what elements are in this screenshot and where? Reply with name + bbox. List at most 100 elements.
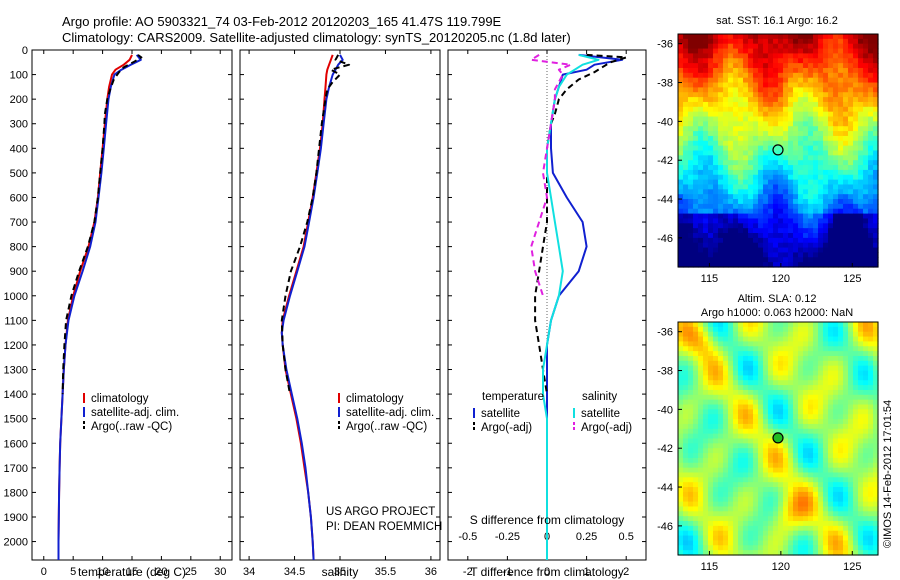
map1-cells-cell <box>703 179 709 186</box>
map1-cells-cell <box>838 237 844 244</box>
map1-cells-cell <box>703 111 709 118</box>
map2-cells-cell <box>718 331 724 338</box>
map2-cells-cell <box>713 322 719 328</box>
map1-cells-cell <box>803 53 809 59</box>
figure-title-line2: Climatology: CARS2009. Satellite-adjuste… <box>62 30 571 45</box>
map2-cells-cell <box>678 462 684 469</box>
map2-cells-cell <box>773 487 779 493</box>
map1-cells-cell <box>698 48 704 55</box>
map2-cells-cell <box>833 399 839 406</box>
map2-cells-cell <box>798 331 804 338</box>
map1-cells-cell <box>718 262 724 268</box>
map2-cells-cell <box>718 521 724 527</box>
map1-cells-cell <box>763 233 769 239</box>
map1-cells-cell <box>768 77 774 84</box>
map1-cells-cell <box>863 237 869 244</box>
map2-cells-cell <box>853 370 859 376</box>
map1-cells-cell <box>843 67 849 74</box>
map1-cells-cell <box>773 67 779 74</box>
map2-cells-cell <box>813 448 819 454</box>
map1-cells-cell <box>843 106 849 113</box>
map2-cells-cell <box>718 501 724 508</box>
map2-cells-cell <box>768 375 774 381</box>
map2-cells-cell <box>688 482 694 488</box>
map2-cells-cell <box>723 346 729 352</box>
map1-cells-cell <box>708 213 714 220</box>
map1-cells-cell <box>693 150 699 156</box>
map1-cells-cell <box>693 223 699 229</box>
map1-cells-cell <box>783 155 789 161</box>
map2-cells-cell <box>768 550 774 556</box>
map2-cells-cell <box>688 540 694 546</box>
map1-cells-cell <box>713 165 719 171</box>
map2-cells-cell <box>768 404 774 410</box>
map1-cells-cell <box>873 252 879 258</box>
map1-cells-cell <box>823 213 829 220</box>
map1-cells-cell <box>838 165 844 171</box>
map2-cells-cell <box>838 380 844 386</box>
map2-cells-cell <box>818 326 824 333</box>
map2-cells-cell <box>733 409 739 415</box>
map1-cells-cell <box>718 233 724 239</box>
map2-cells-cell <box>843 355 849 362</box>
map2-cells-cell <box>778 404 784 410</box>
map2-cells-cell <box>713 380 719 386</box>
map2-cells-cell <box>718 545 724 551</box>
map1-cells-cell <box>843 257 849 263</box>
map1-cells-cell <box>703 87 709 93</box>
map1-cells-cell <box>768 242 774 249</box>
map2-cells-cell <box>768 409 774 415</box>
map1-cells-cell <box>838 150 844 156</box>
map2-cells-cell <box>743 355 749 362</box>
map1-cells-cell <box>868 262 874 268</box>
map1-cells-cell <box>778 77 784 84</box>
map2-cells-cell <box>728 511 734 517</box>
map1-cells-cell <box>768 203 774 210</box>
map2-cells-cell <box>838 467 844 474</box>
map2-cells-cell <box>873 457 879 464</box>
map1-cells-cell <box>763 126 769 132</box>
map2-cells-cell <box>688 506 694 512</box>
map2-cells-cell <box>818 355 824 362</box>
map2-cells-cell <box>778 521 784 527</box>
map2-cells-cell <box>823 404 829 410</box>
map1-cells-cell <box>863 131 869 137</box>
map2-cells-cell <box>708 399 714 406</box>
map1-cells-cell <box>778 92 784 98</box>
map2-cells-cell <box>873 545 879 551</box>
map2-cells-cell <box>698 360 704 367</box>
map1-cells-cell <box>848 237 854 244</box>
map1-cells-cell <box>813 58 819 64</box>
map1-cells-cell <box>678 218 684 224</box>
map1-cells-cell <box>768 218 774 224</box>
map2-cells-cell <box>773 331 779 338</box>
map1-cells-cell <box>773 82 779 88</box>
map1-cells-cell <box>818 58 824 64</box>
map1-cells-cell <box>693 111 699 118</box>
map2-cells-cell <box>808 389 814 396</box>
map1-cells-cell <box>733 145 739 152</box>
map2-cells-cell <box>828 322 834 328</box>
map1-cells-cell <box>793 160 799 166</box>
map2-cells-cell <box>873 540 879 546</box>
map1-cells-cell <box>828 48 834 55</box>
map2-cells-cell <box>733 336 739 343</box>
map1-cells-cell <box>783 34 789 40</box>
map1-cells-cell <box>818 43 824 50</box>
map2-cells-cell <box>693 550 699 556</box>
map1-cells-cell <box>703 121 709 127</box>
map2-cells-cell <box>828 545 834 551</box>
p2-xtick-label: 36 <box>425 566 437 578</box>
map2-cells-cell <box>808 380 814 386</box>
map1-cells-cell <box>688 48 694 55</box>
map2-cells-cell <box>718 409 724 415</box>
map1-cells-cell <box>863 140 869 147</box>
map1-cells-cell <box>743 116 749 122</box>
map2-cells-cell <box>693 516 699 522</box>
map1-cells-cell <box>783 257 789 263</box>
map1-cells-cell <box>748 72 754 79</box>
map1-cells-cell <box>688 106 694 113</box>
map2-cells-cell <box>828 457 834 464</box>
map2-cells-cell <box>773 535 779 542</box>
map1-cells-cell <box>788 247 794 254</box>
